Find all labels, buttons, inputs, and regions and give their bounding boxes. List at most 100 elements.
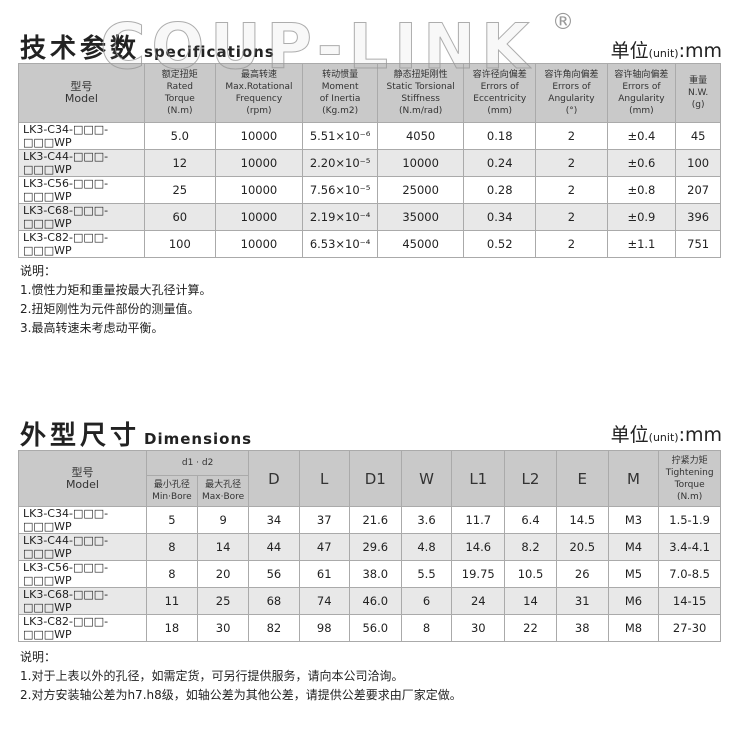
column-header-torque: 拧紧力矩 Tightening Torque (N.m) — [658, 450, 721, 507]
table-cell: 45000 — [377, 230, 465, 258]
model-cell: LK3-C68-□□□-□□□WP — [18, 587, 147, 615]
table-cell: 3.6 — [400, 506, 453, 534]
note-line: 2.扭矩刚性为元件部份的测量值。 — [20, 302, 200, 316]
model-cell: LK3-C34-□□□-□□□WP — [18, 122, 145, 150]
table-cell: 44 — [248, 533, 300, 561]
table-cell: 47 — [298, 533, 350, 561]
spec-unit: 单位(unit):mm — [610, 40, 722, 62]
table-cell: 2 — [535, 149, 608, 177]
table-cell: M8 — [607, 614, 660, 642]
column-header-d1: D1 — [348, 450, 402, 507]
table-cell: 396 — [675, 203, 721, 231]
table-cell: 2 — [535, 230, 608, 258]
table-cell: 30 — [196, 614, 250, 642]
table-row: LK3-C56-□□□-□□□WP 25 10000 7.56×10⁻⁵ 25000 0.… — [18, 176, 721, 204]
table-cell: 46.0 — [348, 587, 402, 615]
table-cell: 19.75 — [451, 560, 506, 588]
table-cell: 20.5 — [555, 533, 609, 561]
table-cell: 74 — [298, 587, 350, 615]
column-header-model: 型号 Model — [18, 450, 147, 507]
table-cell: 10000 — [214, 230, 304, 258]
table-row: LK3-C44-□□□-□□□WP 8 14 44 47 29.6 4.8 14.6 8.2 20… — [18, 533, 721, 561]
note-line: 1.对于上表以外的孔径，如需定货，可另行提供服务，请向本公司洽询。 — [20, 669, 404, 683]
table-cell: ±0.4 — [606, 122, 677, 150]
column-header-w: W — [400, 450, 453, 507]
table-cell: 34 — [248, 506, 300, 534]
table-cell: 4.8 — [400, 533, 453, 561]
table-cell: 14-15 — [658, 587, 721, 615]
dimensions-table: 型号 Model d1 · d2 D L D1 W L1 L2 E M 拧紧力矩 Tightening … — [18, 450, 721, 642]
note-line: 3.最高转速未考虑动平衡。 — [20, 321, 164, 335]
table-cell: 10000 — [214, 122, 304, 150]
model-cell: LK3-C82-□□□-□□□WP — [18, 230, 145, 258]
table-cell: 0.28 — [463, 176, 537, 204]
table-cell: 82 — [248, 614, 300, 642]
table-cell: 5.0 — [143, 122, 216, 150]
table-cell: 4050 — [377, 122, 465, 150]
column-header: 最高转速 Max.Rotational Frequency (rpm) — [214, 63, 304, 123]
dim-notes: 说明： 1.对于上表以外的孔径，如需定货，可另行提供服务，请向本公司洽询。 2.对方… — [20, 648, 462, 705]
table-cell: 2.19×10⁻⁴ — [302, 203, 379, 231]
model-cell: LK3-C34-□□□-□□□WP — [18, 506, 147, 534]
table-cell: 207 — [675, 176, 721, 204]
table-cell: 100 — [143, 230, 216, 258]
model-cell: LK3-C44-□□□-□□□WP — [18, 533, 147, 561]
table-cell: 14.5 — [555, 506, 609, 534]
registered-mark: ® — [552, 10, 574, 35]
table-cell: ±0.9 — [606, 203, 677, 231]
table-cell: 2 — [535, 176, 608, 204]
table-row: LK3-C34-□□□-□□□WP 5.0 10000 5.51×10⁻⁶ 4050 0.… — [18, 122, 721, 150]
table-cell: 10000 — [377, 149, 465, 177]
column-header-min-bore: 最小孔径 Min·Bore — [145, 475, 198, 507]
table-cell: 0.52 — [463, 230, 537, 258]
table-cell: 20 — [196, 560, 250, 588]
table-cell: 2 — [535, 203, 608, 231]
table-cell: 11 — [145, 587, 198, 615]
spec-title: 技术参数 specifications — [20, 34, 275, 64]
table-cell: 9 — [196, 506, 250, 534]
table-cell: 10.5 — [504, 560, 557, 588]
table-cell: M4 — [607, 533, 660, 561]
column-header: 额定扭矩 Rated Torque (N.m) — [143, 63, 216, 123]
model-cell: LK3-C68-□□□-□□□WP — [18, 203, 145, 231]
column-header-l: L — [298, 450, 350, 507]
table-cell: 11.7 — [451, 506, 506, 534]
table-cell: 2.20×10⁻⁵ — [302, 149, 379, 177]
column-header: 静态扭矩刚性 Static Torsional Stiffness (N.m/rad) — [377, 63, 465, 123]
table-cell: 6.53×10⁻⁴ — [302, 230, 379, 258]
note-line: 说明： — [20, 650, 57, 664]
table-cell: 24 — [451, 587, 506, 615]
spec-table: 型号 Model 额定扭矩 Rated Torque (N.m) 最高转速 Max.Rotat… — [18, 63, 721, 258]
column-header-max-bore: 最大孔径 Max·Bore — [196, 475, 250, 507]
table-cell: M3 — [607, 506, 660, 534]
table-cell: 12 — [143, 149, 216, 177]
table-cell: 18 — [145, 614, 198, 642]
column-header-d: D — [248, 450, 300, 507]
model-cell: LK3-C44-□□□-□□□WP — [18, 149, 145, 177]
table-cell: 25 — [143, 176, 216, 204]
table-row: LK3-C56-□□□-□□□WP 8 20 56 61 38.0 5.5 19.75 10.5… — [18, 560, 721, 588]
table-cell: 38.0 — [348, 560, 402, 588]
model-cell: LK3-C82-□□□-□□□WP — [18, 614, 147, 642]
table-cell: 22 — [504, 614, 557, 642]
table-cell: 7.56×10⁻⁵ — [302, 176, 379, 204]
table-cell: 1.5-1.9 — [658, 506, 721, 534]
table-cell: 6.4 — [504, 506, 557, 534]
column-header-bore: d1 · d2 — [145, 450, 250, 476]
table-cell: 29.6 — [348, 533, 402, 561]
column-header: 容许径向偏差 Errors of Eccentricity (mm) — [463, 63, 537, 123]
table-row: LK3-C82-□□□-□□□WP 18 30 82 98 56.0 8 30 22 38 M8 27… — [18, 614, 721, 642]
dim-unit: 单位(unit):mm — [610, 424, 722, 446]
spec-notes: 说明： 1.惯性力矩和重量按最大孔径计算。 2.扭矩刚性为元件部份的测量值。 3.最高… — [20, 262, 211, 338]
table-row: LK3-C44-□□□-□□□WP 12 10000 2.20×10⁻⁵ 10000 0.… — [18, 149, 721, 177]
table-cell: 8.2 — [504, 533, 557, 561]
table-cell: 14 — [196, 533, 250, 561]
table-cell: 14.6 — [451, 533, 506, 561]
table-cell: 27-30 — [658, 614, 721, 642]
table-cell: 25 — [196, 587, 250, 615]
table-cell: 7.0-8.5 — [658, 560, 721, 588]
table-cell: 0.34 — [463, 203, 537, 231]
table-row: LK3-C68-□□□-□□□WP 60 10000 2.19×10⁻⁴ 35000 0.… — [18, 203, 721, 231]
table-cell: ±1.1 — [606, 230, 677, 258]
table-cell: 5 — [145, 506, 198, 534]
